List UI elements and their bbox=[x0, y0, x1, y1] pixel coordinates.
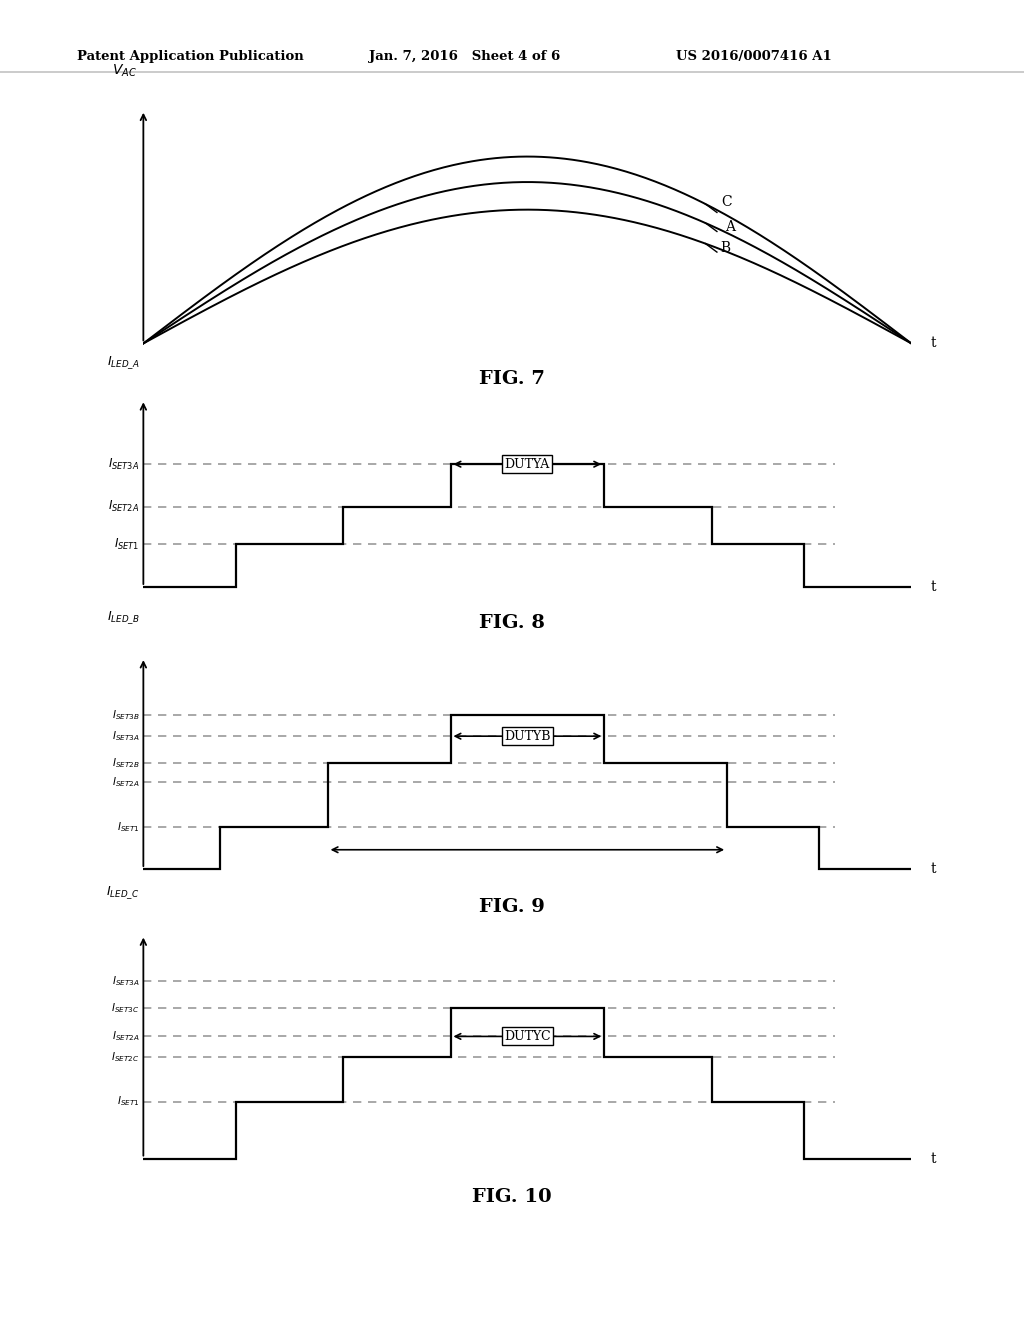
Text: t: t bbox=[931, 579, 936, 594]
Text: $I_{SET3C}$: $I_{SET3C}$ bbox=[112, 1001, 139, 1015]
Text: US 2016/0007416 A1: US 2016/0007416 A1 bbox=[676, 50, 831, 63]
Text: $I_{LED\_B}$: $I_{LED\_B}$ bbox=[106, 609, 139, 626]
Text: $I_{SET2A}$: $I_{SET2A}$ bbox=[112, 1030, 139, 1043]
Text: $V_{AC}$: $V_{AC}$ bbox=[113, 62, 137, 79]
Text: $I_{SET1}$: $I_{SET1}$ bbox=[117, 1094, 139, 1109]
Text: $I_{LED\_C}$: $I_{LED\_C}$ bbox=[106, 884, 139, 902]
Text: $I_{SET1}$: $I_{SET1}$ bbox=[114, 537, 139, 552]
Text: t: t bbox=[931, 862, 936, 876]
Text: DUTYC: DUTYC bbox=[504, 1030, 551, 1043]
Text: $I_{SET2A}$: $I_{SET2A}$ bbox=[109, 499, 139, 515]
Text: DUTYA: DUTYA bbox=[505, 458, 550, 471]
Text: $I_{SET2B}$: $I_{SET2B}$ bbox=[112, 756, 139, 770]
Text: $I_{SET2A}$: $I_{SET2A}$ bbox=[112, 775, 139, 789]
Text: $I_{LED\_A}$: $I_{LED\_A}$ bbox=[106, 355, 139, 371]
Text: B: B bbox=[721, 240, 731, 255]
Text: $I_{SET2C}$: $I_{SET2C}$ bbox=[112, 1049, 139, 1064]
Text: $I_{SET3A}$: $I_{SET3A}$ bbox=[112, 729, 139, 743]
Text: $I_{SET3B}$: $I_{SET3B}$ bbox=[112, 708, 139, 722]
Text: FIG. 10: FIG. 10 bbox=[472, 1188, 552, 1206]
Text: FIG. 8: FIG. 8 bbox=[479, 614, 545, 632]
Text: Patent Application Publication: Patent Application Publication bbox=[77, 50, 303, 63]
Text: C: C bbox=[721, 195, 731, 209]
Text: t: t bbox=[931, 337, 936, 350]
Text: FIG. 7: FIG. 7 bbox=[479, 370, 545, 388]
Text: FIG. 9: FIG. 9 bbox=[479, 898, 545, 916]
Text: DUTYB: DUTYB bbox=[504, 730, 551, 743]
Text: t: t bbox=[931, 1151, 936, 1166]
Text: Jan. 7, 2016   Sheet 4 of 6: Jan. 7, 2016 Sheet 4 of 6 bbox=[369, 50, 560, 63]
Text: $I_{SET3A}$: $I_{SET3A}$ bbox=[112, 974, 139, 989]
Text: A: A bbox=[725, 220, 734, 234]
Text: $I_{SET1}$: $I_{SET1}$ bbox=[117, 820, 139, 833]
Text: $I_{SET3A}$: $I_{SET3A}$ bbox=[109, 457, 139, 471]
